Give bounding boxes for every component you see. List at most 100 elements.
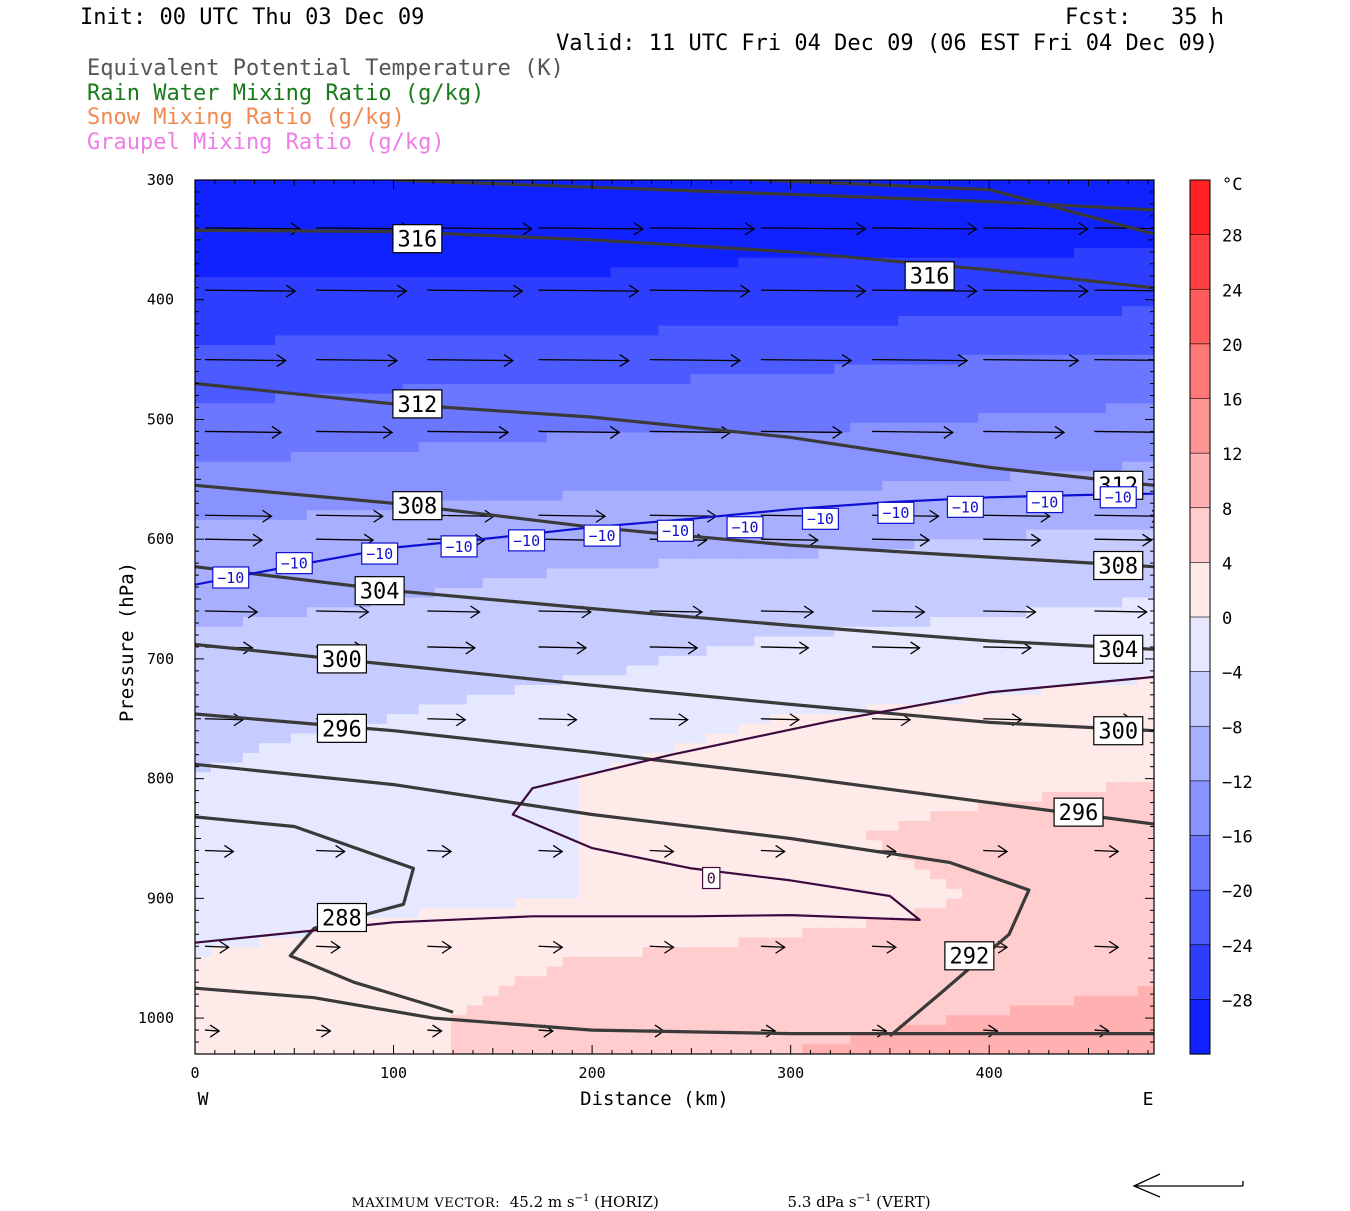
temperature-cell: [387, 345, 404, 355]
temperature-cell: [946, 724, 963, 734]
temperature-cell: [643, 462, 660, 472]
temperature-cell: [770, 607, 787, 617]
temperature-cell: [259, 772, 276, 782]
temperature-cell: [611, 287, 628, 297]
temperature-cell: [563, 277, 580, 287]
temperature-cell: [451, 199, 468, 209]
temperature-cell: [946, 617, 963, 627]
temperature-cell: [275, 267, 292, 277]
temperature-cell: [722, 306, 739, 316]
temperature-cell: [1138, 617, 1155, 627]
temperature-cell: [994, 277, 1011, 287]
temperature-cell: [531, 666, 548, 676]
temperature-cell: [403, 559, 420, 569]
temperature-cell: [802, 792, 819, 802]
temperature-cell: [611, 510, 628, 520]
temperature-cell: [706, 462, 723, 472]
temperature-cell: [722, 724, 739, 734]
temperature-cell: [866, 928, 883, 938]
temperature-cell: [802, 860, 819, 870]
temperature-cell: [898, 209, 915, 219]
temperature-cell: [323, 413, 340, 423]
temperature-cell: [1106, 306, 1123, 316]
temperature-cell: [643, 879, 660, 889]
temperature-cell: [195, 180, 212, 190]
temperature-cell: [882, 326, 899, 336]
temperature-cell: [547, 976, 564, 986]
temperature-cell: [339, 384, 356, 394]
temperature-cell: [722, 491, 739, 501]
temperature-cell: [1010, 675, 1027, 685]
temperature-cell: [1074, 432, 1091, 442]
temperature-cell: [275, 850, 292, 860]
temperature-cell: [371, 792, 388, 802]
temperature-cell: [770, 899, 787, 909]
temperature-cell: [1042, 782, 1059, 792]
temperature-cell: [419, 879, 436, 889]
temperature-cell: [643, 403, 660, 413]
temperature-cell: [371, 316, 388, 326]
temperature-cell: [371, 675, 388, 685]
temperature-cell: [946, 394, 963, 404]
temperature-cell: [195, 850, 212, 860]
temperature-cell: [1042, 452, 1059, 462]
temperature-cell: [403, 753, 420, 763]
temperature-cell: [483, 976, 500, 986]
temperature-cell: [914, 753, 931, 763]
temperature-cell: [994, 899, 1011, 909]
temperature-cell: [579, 287, 596, 297]
temperature-cell: [243, 520, 260, 530]
temperature-cell: [1042, 695, 1059, 705]
temperature-cell: [515, 559, 532, 569]
temperature-cell: [1138, 772, 1155, 782]
temperature-cell: [946, 481, 963, 491]
temperature-cell: [595, 481, 612, 491]
temperature-cell: [675, 869, 692, 879]
temperature-cell: [499, 500, 516, 510]
temperature-cell: [898, 734, 915, 744]
temperature-cell: [211, 520, 228, 530]
temperature-cell: [531, 384, 548, 394]
temperature-cell: [1026, 957, 1043, 967]
temperature-cell: [818, 578, 835, 588]
temperature-cell: [834, 423, 851, 433]
temperature-cell: [866, 899, 883, 909]
temperature-cell: [483, 627, 500, 637]
temperature-cell: [387, 957, 404, 967]
temperature-cell: [307, 850, 324, 860]
temperature-cell: [850, 588, 867, 598]
temperature-cell: [1026, 326, 1043, 336]
temperature-cell: [1138, 763, 1155, 773]
temperature-cell: [259, 860, 276, 870]
temperature-cell: [579, 500, 596, 510]
temperature-cell: [1058, 666, 1075, 676]
temperature-cell: [227, 267, 244, 277]
temperature-cell: [291, 860, 308, 870]
temperature-cell: [914, 248, 931, 258]
temperature-cell: [419, 287, 436, 297]
temperature-cell: [1090, 365, 1107, 375]
temperature-cell: [850, 656, 867, 666]
temperature-cell: [355, 345, 372, 355]
temperature-cell: [211, 549, 228, 559]
temperature-cell: [738, 365, 755, 375]
temperature-cell: [355, 695, 372, 705]
temperature-cell: [675, 782, 692, 792]
temperature-cell: [898, 889, 915, 899]
temperature-cell: [898, 879, 915, 889]
temperature-cell: [579, 491, 596, 501]
temperature-cell: [259, 792, 276, 802]
temperature-cell: [227, 209, 244, 219]
temperature-cell: [1026, 277, 1043, 287]
temperature-cell: [579, 190, 596, 200]
temperature-cell: [1058, 860, 1075, 870]
temperature-cell: [403, 831, 420, 841]
temperature-cell: [307, 685, 324, 695]
temperature-cell: [786, 947, 803, 957]
temperature-cell: [786, 520, 803, 530]
temperature-cell: [1010, 617, 1027, 627]
temperature-cell: [1026, 918, 1043, 928]
temperature-cell: [1074, 403, 1091, 413]
temperature-cell: [195, 326, 212, 336]
temperature-cell: [930, 335, 947, 345]
